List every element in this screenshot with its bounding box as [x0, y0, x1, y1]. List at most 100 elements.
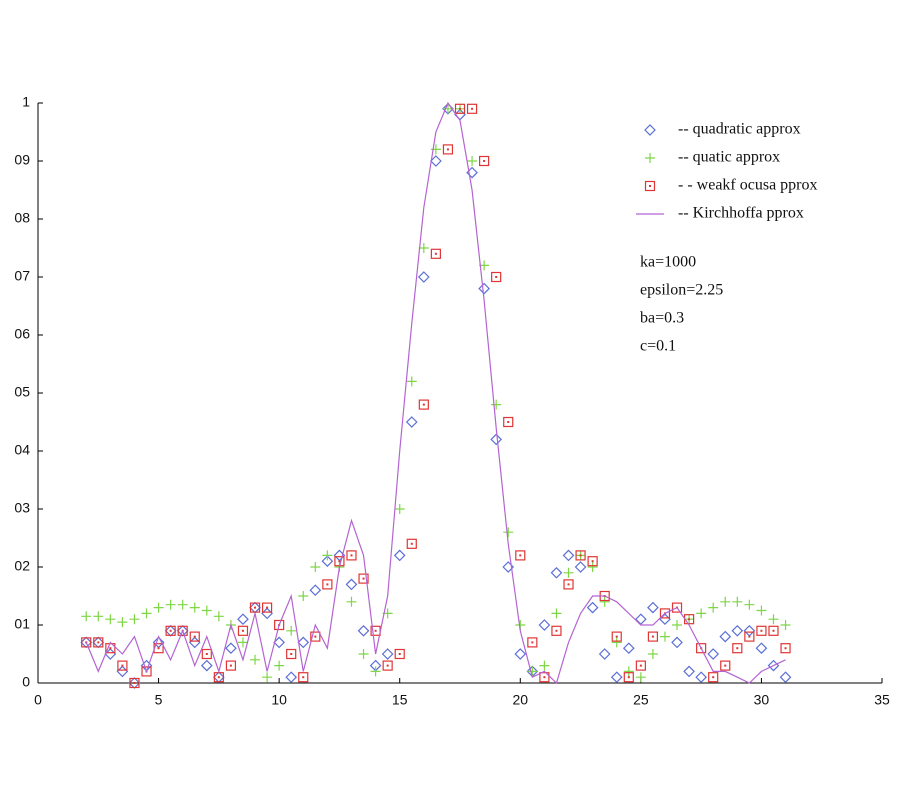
square-marker — [418, 399, 429, 410]
plus-marker — [250, 654, 261, 665]
diamond-marker — [610, 671, 623, 684]
diamond-marker — [574, 561, 587, 573]
diamond-marker — [622, 642, 635, 655]
square-dot — [97, 641, 100, 644]
plus-marker — [81, 611, 92, 622]
diamond-marker — [562, 549, 575, 562]
square-dot — [748, 635, 751, 638]
square-outline — [274, 619, 285, 631]
diamond-marker — [345, 578, 358, 591]
square-outline — [81, 637, 92, 648]
square-outline — [394, 648, 405, 660]
square-outline — [671, 602, 683, 613]
square-dot — [579, 554, 582, 557]
square-marker — [720, 660, 731, 671]
square-marker — [491, 271, 502, 283]
plus-marker — [189, 602, 200, 613]
diamond-marker — [237, 613, 249, 626]
square-dot — [266, 606, 269, 609]
square-dot — [483, 160, 486, 162]
square-dot — [591, 560, 594, 563]
square-outline — [237, 625, 249, 636]
diamond-marker — [285, 671, 298, 684]
square-dot — [386, 664, 389, 667]
plus-marker — [647, 649, 658, 659]
square-marker — [587, 556, 598, 567]
plus-marker — [286, 625, 297, 636]
square-dot — [410, 542, 413, 545]
square-marker — [237, 625, 249, 636]
square-dot — [422, 403, 425, 406]
plus-marker — [177, 599, 188, 610]
y-tick-label: 04 — [14, 442, 30, 458]
plus-marker — [780, 620, 791, 630]
square-dot — [109, 647, 112, 650]
plus-marker — [213, 611, 224, 622]
square-outline — [720, 660, 731, 671]
diamond-marker — [417, 271, 430, 283]
square-dot — [398, 653, 401, 655]
plus-marker — [539, 660, 550, 671]
plus-marker — [394, 504, 405, 514]
diamond-marker — [647, 601, 659, 614]
square-marker — [527, 637, 538, 648]
square-outline — [286, 648, 297, 660]
diamond-marker — [683, 665, 695, 678]
square-dot — [784, 647, 787, 650]
square-outline — [644, 180, 656, 192]
plus-marker — [659, 631, 670, 642]
plus-marker — [358, 649, 369, 659]
diamond-marker — [116, 665, 129, 678]
square-dot — [254, 606, 257, 609]
square-outline — [732, 643, 743, 654]
square-marker — [635, 660, 646, 671]
square-marker — [165, 625, 176, 636]
plus-marker — [467, 156, 478, 166]
plus-marker — [768, 614, 779, 625]
square-dot — [567, 583, 570, 586]
square-outline — [298, 672, 309, 683]
square-dot — [760, 629, 763, 632]
square-outline — [635, 660, 646, 671]
diamond-marker — [273, 636, 285, 649]
x-tick-label: 35 — [874, 692, 890, 708]
square-marker — [225, 660, 237, 671]
square-marker — [358, 573, 369, 584]
square-outline — [249, 602, 261, 613]
square-marker — [756, 625, 767, 636]
square-marker — [286, 648, 297, 660]
square-marker — [129, 677, 140, 689]
y-tick-label: 0 — [22, 674, 30, 690]
square-outline — [659, 608, 671, 619]
square-outline — [430, 248, 441, 259]
square-marker — [442, 144, 454, 155]
square-dot — [338, 560, 341, 563]
square-outline — [165, 625, 176, 636]
diamond-marker — [743, 624, 756, 637]
square-dot — [495, 276, 498, 278]
plus-marker — [744, 599, 755, 610]
square-outline — [623, 672, 634, 683]
plus-marker — [418, 243, 429, 253]
square-dot — [290, 653, 293, 655]
square-outline — [177, 625, 188, 636]
square-outline — [322, 579, 333, 590]
square-dot — [374, 629, 377, 632]
square-dot — [724, 664, 727, 667]
square-marker — [117, 660, 128, 671]
square-outline — [539, 672, 550, 683]
diamond-marker — [635, 613, 647, 626]
x-tick-label: 15 — [392, 692, 408, 708]
plus-marker — [105, 614, 116, 625]
square-marker — [406, 538, 417, 549]
diamond-marker — [550, 566, 563, 579]
square-outline — [611, 631, 622, 642]
legend-label: -- quadratic approx — [678, 121, 801, 138]
square-outline — [780, 643, 791, 654]
y-tick-label: 03 — [14, 500, 30, 516]
square-dot — [169, 629, 172, 632]
diamond-marker — [538, 619, 551, 631]
plus-marker — [563, 567, 574, 578]
diamond-marker — [490, 433, 503, 446]
